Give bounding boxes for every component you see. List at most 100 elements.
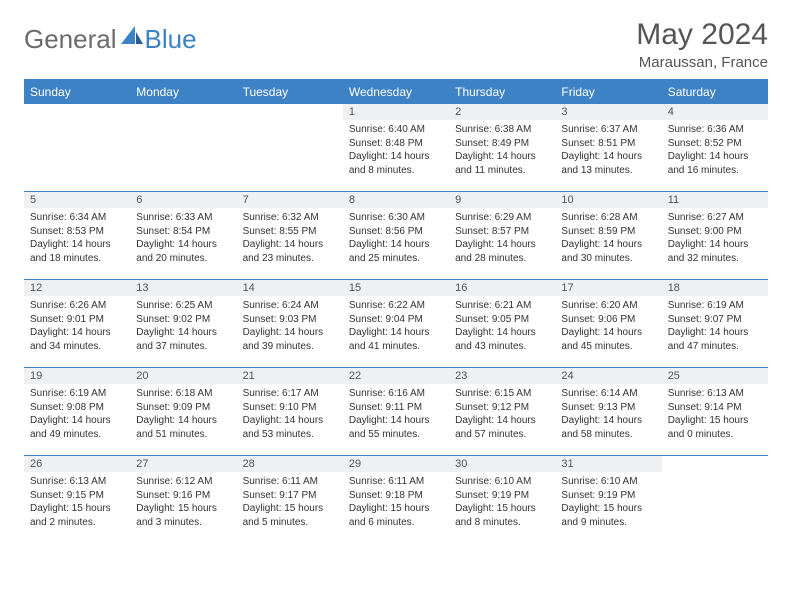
header: General Blue May 2024 Maraussan, France	[24, 18, 768, 71]
calendar-body: 1Sunrise: 6:40 AMSunset: 8:48 PMDaylight…	[24, 104, 768, 544]
calendar-day-cell: 16Sunrise: 6:21 AMSunset: 9:05 PMDayligh…	[449, 280, 555, 368]
day-number: 23	[449, 368, 555, 384]
day-number: 28	[237, 456, 343, 472]
calendar-day-cell: 23Sunrise: 6:15 AMSunset: 9:12 PMDayligh…	[449, 368, 555, 456]
day-details: Sunrise: 6:40 AMSunset: 8:48 PMDaylight:…	[343, 120, 449, 181]
day-number: 18	[662, 280, 768, 296]
day-number: 21	[237, 368, 343, 384]
calendar-week-row: 12Sunrise: 6:26 AMSunset: 9:01 PMDayligh…	[24, 280, 768, 368]
day-number	[237, 104, 343, 120]
day-number	[662, 456, 768, 472]
calendar-day-cell: 2Sunrise: 6:38 AMSunset: 8:49 PMDaylight…	[449, 104, 555, 192]
day-details: Sunrise: 6:27 AMSunset: 9:00 PMDaylight:…	[662, 208, 768, 269]
day-details: Sunrise: 6:20 AMSunset: 9:06 PMDaylight:…	[555, 296, 661, 357]
day-details: Sunrise: 6:28 AMSunset: 8:59 PMDaylight:…	[555, 208, 661, 269]
calendar-week-row: 1Sunrise: 6:40 AMSunset: 8:48 PMDaylight…	[24, 104, 768, 192]
calendar-day-cell: 19Sunrise: 6:19 AMSunset: 9:08 PMDayligh…	[24, 368, 130, 456]
day-details: Sunrise: 6:10 AMSunset: 9:19 PMDaylight:…	[449, 472, 555, 533]
calendar-day-cell: 5Sunrise: 6:34 AMSunset: 8:53 PMDaylight…	[24, 192, 130, 280]
day-details: Sunrise: 6:36 AMSunset: 8:52 PMDaylight:…	[662, 120, 768, 181]
day-number: 4	[662, 104, 768, 120]
calendar-day-cell: 6Sunrise: 6:33 AMSunset: 8:54 PMDaylight…	[130, 192, 236, 280]
calendar-day-cell: 21Sunrise: 6:17 AMSunset: 9:10 PMDayligh…	[237, 368, 343, 456]
calendar-day-cell: 18Sunrise: 6:19 AMSunset: 9:07 PMDayligh…	[662, 280, 768, 368]
day-number: 31	[555, 456, 661, 472]
weekday-header: Monday	[130, 80, 236, 104]
calendar-day-cell: 3Sunrise: 6:37 AMSunset: 8:51 PMDaylight…	[555, 104, 661, 192]
calendar-day-cell: 15Sunrise: 6:22 AMSunset: 9:04 PMDayligh…	[343, 280, 449, 368]
day-details: Sunrise: 6:16 AMSunset: 9:11 PMDaylight:…	[343, 384, 449, 445]
day-details: Sunrise: 6:38 AMSunset: 8:49 PMDaylight:…	[449, 120, 555, 181]
day-number: 7	[237, 192, 343, 208]
day-number: 15	[343, 280, 449, 296]
calendar-day-cell: 27Sunrise: 6:12 AMSunset: 9:16 PMDayligh…	[130, 456, 236, 544]
calendar-day-cell: 10Sunrise: 6:28 AMSunset: 8:59 PMDayligh…	[555, 192, 661, 280]
day-details: Sunrise: 6:26 AMSunset: 9:01 PMDaylight:…	[24, 296, 130, 357]
day-number: 25	[662, 368, 768, 384]
day-number: 9	[449, 192, 555, 208]
calendar-day-cell: 26Sunrise: 6:13 AMSunset: 9:15 PMDayligh…	[24, 456, 130, 544]
day-details: Sunrise: 6:24 AMSunset: 9:03 PMDaylight:…	[237, 296, 343, 357]
calendar-day-cell: 29Sunrise: 6:11 AMSunset: 9:18 PMDayligh…	[343, 456, 449, 544]
day-details: Sunrise: 6:21 AMSunset: 9:05 PMDaylight:…	[449, 296, 555, 357]
day-details: Sunrise: 6:19 AMSunset: 9:07 PMDaylight:…	[662, 296, 768, 357]
sail-icon	[121, 26, 143, 44]
weekday-header: Saturday	[662, 80, 768, 104]
day-number: 6	[130, 192, 236, 208]
calendar-day-cell: 25Sunrise: 6:13 AMSunset: 9:14 PMDayligh…	[662, 368, 768, 456]
day-number: 29	[343, 456, 449, 472]
weekday-header: Sunday	[24, 80, 130, 104]
calendar-day-cell: 31Sunrise: 6:10 AMSunset: 9:19 PMDayligh…	[555, 456, 661, 544]
calendar-day-cell: 1Sunrise: 6:40 AMSunset: 8:48 PMDaylight…	[343, 104, 449, 192]
weekday-header: Tuesday	[237, 80, 343, 104]
calendar-day-cell: 30Sunrise: 6:10 AMSunset: 9:19 PMDayligh…	[449, 456, 555, 544]
day-details: Sunrise: 6:33 AMSunset: 8:54 PMDaylight:…	[130, 208, 236, 269]
weekday-header: Thursday	[449, 80, 555, 104]
day-number: 26	[24, 456, 130, 472]
day-details: Sunrise: 6:14 AMSunset: 9:13 PMDaylight:…	[555, 384, 661, 445]
day-number: 16	[449, 280, 555, 296]
day-number	[24, 104, 130, 120]
day-details: Sunrise: 6:30 AMSunset: 8:56 PMDaylight:…	[343, 208, 449, 269]
day-number: 22	[343, 368, 449, 384]
weekday-header: Wednesday	[343, 80, 449, 104]
day-number: 2	[449, 104, 555, 120]
calendar-day-cell: 17Sunrise: 6:20 AMSunset: 9:06 PMDayligh…	[555, 280, 661, 368]
day-details: Sunrise: 6:15 AMSunset: 9:12 PMDaylight:…	[449, 384, 555, 445]
calendar-day-cell: 13Sunrise: 6:25 AMSunset: 9:02 PMDayligh…	[130, 280, 236, 368]
calendar-day-cell	[24, 104, 130, 192]
calendar-week-row: 5Sunrise: 6:34 AMSunset: 8:53 PMDaylight…	[24, 192, 768, 280]
logo-text-general: General	[24, 24, 117, 55]
calendar-week-row: 19Sunrise: 6:19 AMSunset: 9:08 PMDayligh…	[24, 368, 768, 456]
calendar-day-cell: 8Sunrise: 6:30 AMSunset: 8:56 PMDaylight…	[343, 192, 449, 280]
day-number: 30	[449, 456, 555, 472]
day-number: 20	[130, 368, 236, 384]
day-details: Sunrise: 6:11 AMSunset: 9:18 PMDaylight:…	[343, 472, 449, 533]
day-number: 8	[343, 192, 449, 208]
day-number	[130, 104, 236, 120]
logo: General Blue	[24, 24, 197, 55]
day-number: 10	[555, 192, 661, 208]
month-title: May 2024	[636, 18, 768, 52]
day-details: Sunrise: 6:25 AMSunset: 9:02 PMDaylight:…	[130, 296, 236, 357]
day-details: Sunrise: 6:10 AMSunset: 9:19 PMDaylight:…	[555, 472, 661, 533]
day-details: Sunrise: 6:32 AMSunset: 8:55 PMDaylight:…	[237, 208, 343, 269]
day-details: Sunrise: 6:11 AMSunset: 9:17 PMDaylight:…	[237, 472, 343, 533]
day-details: Sunrise: 6:13 AMSunset: 9:15 PMDaylight:…	[24, 472, 130, 533]
calendar-day-cell	[237, 104, 343, 192]
calendar-day-cell: 11Sunrise: 6:27 AMSunset: 9:00 PMDayligh…	[662, 192, 768, 280]
day-number: 19	[24, 368, 130, 384]
calendar-week-row: 26Sunrise: 6:13 AMSunset: 9:15 PMDayligh…	[24, 456, 768, 544]
day-details: Sunrise: 6:18 AMSunset: 9:09 PMDaylight:…	[130, 384, 236, 445]
weekday-header: Friday	[555, 80, 661, 104]
day-details: Sunrise: 6:17 AMSunset: 9:10 PMDaylight:…	[237, 384, 343, 445]
calendar-day-cell: 22Sunrise: 6:16 AMSunset: 9:11 PMDayligh…	[343, 368, 449, 456]
day-number: 1	[343, 104, 449, 120]
day-number: 17	[555, 280, 661, 296]
calendar-day-cell: 9Sunrise: 6:29 AMSunset: 8:57 PMDaylight…	[449, 192, 555, 280]
day-number: 3	[555, 104, 661, 120]
day-number: 14	[237, 280, 343, 296]
calendar-day-cell: 24Sunrise: 6:14 AMSunset: 9:13 PMDayligh…	[555, 368, 661, 456]
day-number: 11	[662, 192, 768, 208]
calendar-day-cell: 28Sunrise: 6:11 AMSunset: 9:17 PMDayligh…	[237, 456, 343, 544]
